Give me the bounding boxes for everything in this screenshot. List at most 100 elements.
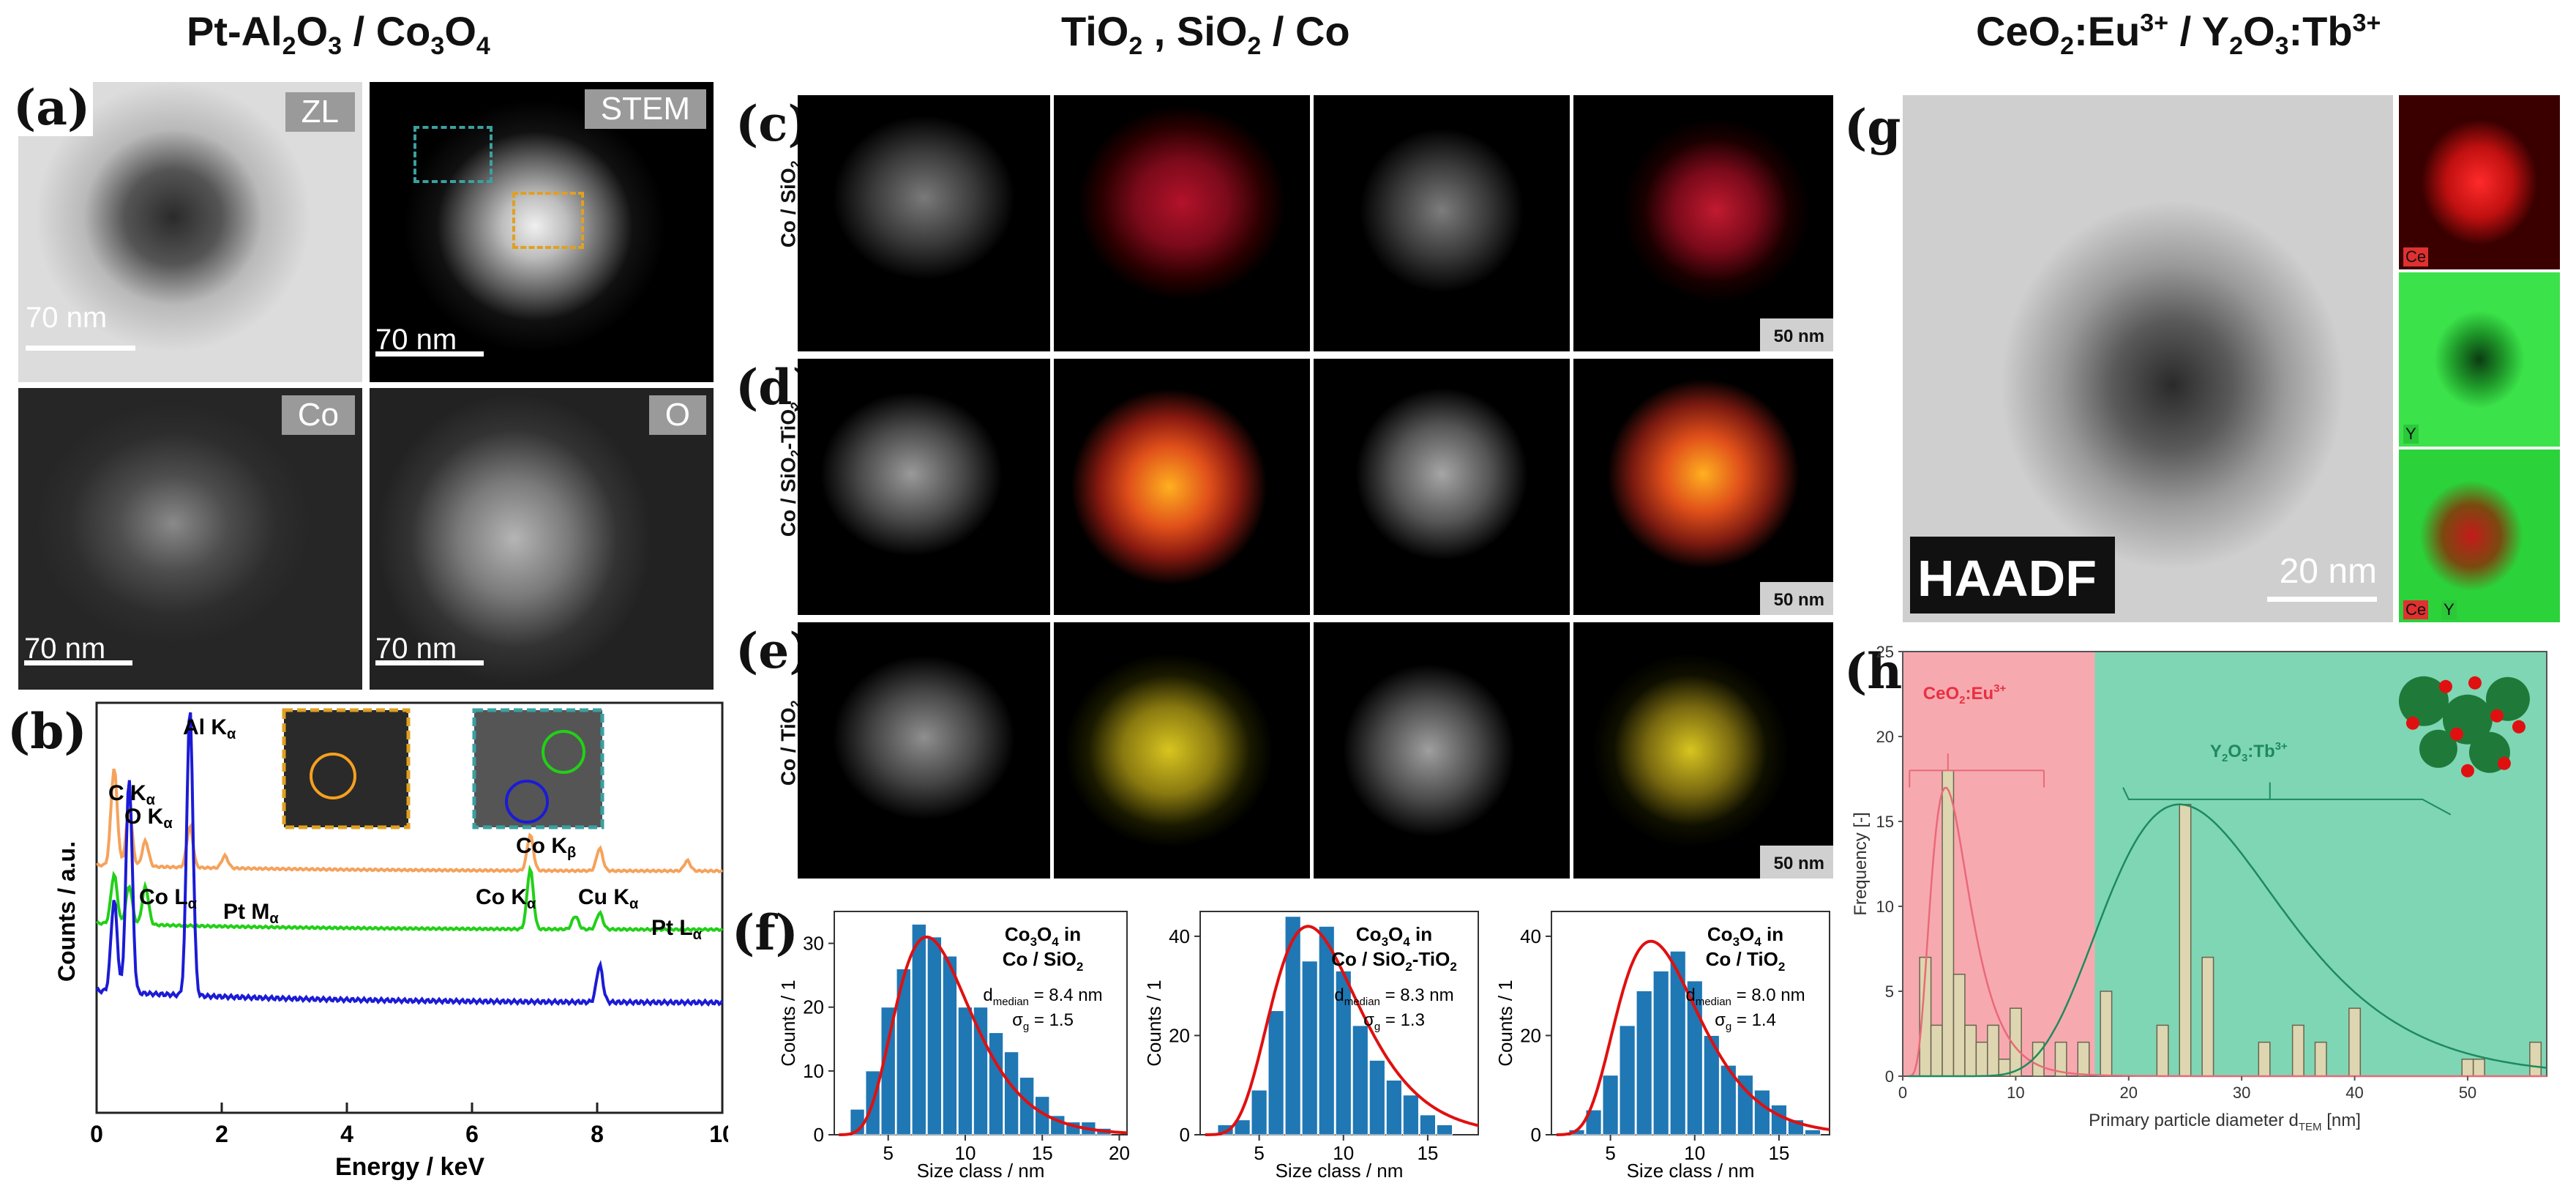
scalebar-label: 70 nm (26, 302, 108, 334)
edx-series-2 (95, 712, 724, 1007)
chart-b-xtick-label: 8 (591, 1121, 604, 1147)
haadf-label: HAADF (1917, 550, 2097, 607)
ytick-label: 30 (803, 933, 824, 955)
fit-curve-y (1908, 803, 2547, 1078)
scalebar-line (26, 346, 135, 351)
particle-ce-icon (2438, 679, 2452, 693)
inset-blue-marker (505, 780, 549, 824)
histogram-bar (1436, 1124, 1453, 1135)
chart-b-edx: 0 2 4 6 8 10 Counts / a.u. Energy / keV Al Kα… (53, 701, 728, 1181)
panel-d-image-1 (798, 359, 1050, 615)
particle-y-icon (2398, 676, 2449, 726)
chart-b-xtick-label: 6 (465, 1121, 479, 1147)
scalebar-line (2267, 597, 2377, 602)
histogram-bar (2291, 1024, 2304, 1077)
xtick-label: 10 (1684, 1142, 1705, 1164)
chart-b-xtick-label: 10 (709, 1121, 728, 1147)
chart-h: CeO2:Eu3+ Y2O3:Tb3+ 0 10 20 30 40 50 0 5 10 15 20 25 P… (1851, 643, 2547, 1133)
xtick-label: 5 (883, 1142, 893, 1164)
zl-badge: ZL (285, 92, 355, 132)
panel-a-o-map: O 70 nm (370, 388, 714, 690)
inset-green-marker (542, 730, 585, 774)
panel-a-co-map: Co 70 nm (18, 388, 362, 690)
histogram-bar (896, 968, 911, 1135)
region-0 (1903, 652, 2095, 1076)
xtick-label: 50 (2459, 1084, 2476, 1102)
panel-c-image-2 (1054, 95, 1310, 351)
panel-d-image-3 (1314, 359, 1570, 615)
xtick-label: 5 (1605, 1142, 1615, 1164)
chart-b-ylabel: Counts / a.u. (53, 841, 80, 982)
histogram-bar (2314, 1041, 2327, 1077)
ytick-label: 40 (1520, 925, 1541, 947)
histogram-bar (911, 923, 926, 1135)
histogram-bar (1720, 1064, 1737, 1135)
histogram-bar (1964, 1024, 1977, 1077)
scalebar-label: 50 nm (1773, 327, 1824, 346)
panel-label-a: (a) (10, 79, 94, 136)
co-badge: Co (281, 395, 355, 435)
annotation-median: dmedian = 8.4 nm (983, 985, 1102, 1008)
chart-f2: 5 10 15 0 20 40 Size class / nm Counts / 1 Co3O4… (1143, 911, 1479, 1182)
scalebar-box (1760, 582, 1833, 615)
stem-badge: STEM (584, 89, 706, 129)
map-label-y: Y (2441, 600, 2457, 619)
xlabel: Size class / nm (1276, 1160, 1404, 1182)
histogram-bar (1652, 970, 1669, 1135)
scalebar-label: 50 nm (1773, 590, 1824, 610)
histogram-bar (2201, 956, 2214, 1077)
panel-e-image-2 (1054, 622, 1310, 879)
ytick-label: 0 (1180, 1124, 1190, 1146)
inset-orange (282, 708, 411, 829)
histogram-bar (1975, 1041, 1988, 1077)
histogram-bar (1585, 1109, 1602, 1135)
peak-label-co-l: Co Lα (139, 885, 198, 912)
ytick-label: 0 (1531, 1124, 1541, 1146)
particle-ce-icon (2512, 720, 2526, 734)
histogram-bar (988, 1032, 1004, 1135)
scalebar-label: 70 nm (24, 633, 106, 665)
ytick-label: 20 (1169, 1024, 1190, 1046)
histogram-bar (926, 936, 943, 1135)
xtick-label: 15 (1032, 1142, 1053, 1164)
histogram-bar (1402, 1094, 1419, 1135)
peak-label-al: Al Kα (183, 715, 236, 742)
ytick-label: 5 (1885, 982, 1894, 1001)
xtick-label: 40 (2345, 1084, 2363, 1102)
ytick-label: 20 (1520, 1024, 1541, 1046)
chart-b-xtick-label: 4 (340, 1121, 353, 1147)
histogram-bar (942, 955, 958, 1135)
particle-y-icon (2419, 729, 2457, 768)
histogram-bar (1942, 769, 1955, 1077)
panel-d-image-4: 50 nm (1573, 359, 1833, 615)
ytick-label: 10 (803, 1060, 824, 1082)
histogram-bar (1619, 1025, 1636, 1135)
histogram-bar (1284, 916, 1301, 1135)
xtick-label: 10 (1333, 1142, 1354, 1164)
chart-f3: 5 10 15 0 20 40 Size class / nm Counts / 1 Co3O4… (1494, 911, 1830, 1182)
chart-b-xtick-label: 2 (215, 1121, 228, 1147)
stem-inset-box-blue (413, 126, 493, 183)
annotation-support: Co / SiO2-TiO2 (1331, 948, 1457, 974)
xlabel: Size class / nm (917, 1160, 1045, 1182)
panel-e-image-4: 50 nm (1573, 622, 1833, 879)
ytick-label: 0 (1885, 1067, 1894, 1086)
histogram-bar (880, 1007, 896, 1135)
particle-ce-icon (2405, 716, 2419, 730)
fit-curve (839, 935, 1128, 1136)
particle-ce-icon (2490, 709, 2504, 723)
xtick-label: 20 (1109, 1142, 1130, 1164)
histogram-bar (1352, 1025, 1368, 1135)
xtick-label: 15 (1768, 1142, 1789, 1164)
histogram-bar (1804, 1129, 1821, 1135)
histogram-bar (1385, 1079, 1402, 1135)
peak-label-pt-m: Pt Mα (223, 900, 279, 927)
histogram-bar (1268, 1010, 1284, 1135)
scalebar-label: 20 nm (2279, 552, 2377, 591)
haadf-label-box (1910, 537, 2115, 613)
histogram-bar (2258, 1041, 2271, 1077)
panel-g-y-map: Y (2399, 272, 2560, 447)
scalebar-box (1760, 846, 1833, 879)
panel-label-b: (b) (7, 703, 87, 760)
ytick-label: 20 (1876, 728, 1894, 746)
